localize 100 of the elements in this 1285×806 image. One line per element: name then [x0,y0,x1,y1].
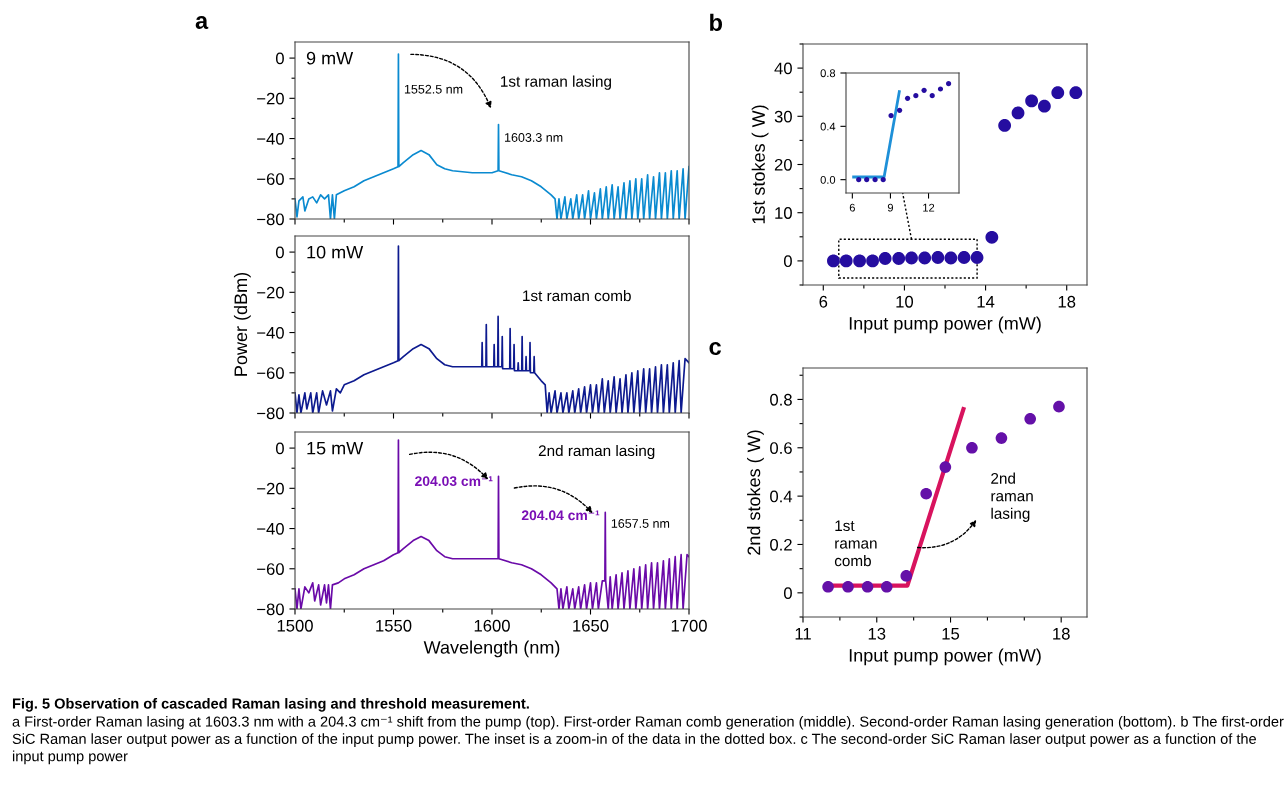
point [905,251,918,265]
y-tick-label: −20 [257,92,284,105]
annotation: 1552.5 nm [404,84,463,94]
annotation: 2nd raman lasing [538,444,655,460]
point [1025,94,1039,108]
x-axis-title: Input pump power (mW) [849,648,1041,666]
point [931,251,945,264]
x-tick-label: 10 [896,295,914,308]
point [1053,400,1065,413]
point [945,81,952,87]
point [921,87,927,93]
point [896,107,903,113]
y-tick-label: −80 [257,407,284,420]
annotation: 204.04 cm⁻¹ [521,510,600,521]
chart-title: a [195,16,209,29]
y-tick-label: 30 [774,110,792,123]
x-tick-label: 18 [1053,627,1070,640]
chart-title: b [710,13,723,31]
y-tick-label: 0.2 [770,538,792,551]
x-tick-label: 1550 [376,619,412,632]
x-tick-label: 18 [1058,295,1076,308]
point [856,177,862,183]
point [1011,106,1025,120]
y-tick-label: 0.4 [820,122,836,131]
point [900,570,913,582]
point [866,254,879,268]
point [842,580,854,593]
y-tick-label: 0.6 [770,442,792,454]
y-tick-label: 0 [275,246,284,259]
point [880,177,886,183]
x-tick-label: 1650 [573,619,609,632]
x-tick-label: 15 [942,628,960,640]
y-tick-label: −80 [257,603,284,616]
annotation: 9 mW [306,51,354,65]
point [864,177,870,183]
point [913,93,919,99]
point [822,580,834,593]
x-tick-label: 13 [868,627,886,640]
y-tick-label: −60 [257,563,284,575]
y-tick-label: 0.8 [820,69,836,78]
annotation: 1st raman comb [834,520,877,567]
y-tick-label: 0 [783,587,792,600]
y-tick-label: 0.0 [820,175,836,184]
x-tick-label: 9 [887,203,893,212]
point [904,95,911,101]
y-tick-label: 0.4 [770,490,793,503]
x-tick-label: 1600 [474,619,510,632]
point [929,93,935,99]
x-tick-label: 6 [849,203,855,212]
annotation: 2nd raman lasing [991,472,1033,522]
chart-title: c [709,342,721,355]
x-tick-label: 6 [819,295,828,308]
annotation: 10 mW [307,245,364,259]
x-axis-title: Input pump power (mW) [849,316,1041,334]
x-tick-label: 11 [795,628,811,640]
point [827,254,840,268]
annotation: 1st raman comb [523,289,631,302]
x-tick-label: 1700 [671,619,707,632]
point [937,86,944,92]
point [939,461,952,473]
annotation: 204.03 cm⁻¹ [415,476,493,487]
y-tick-label: −60 [257,367,284,379]
point [1051,86,1065,100]
point [944,251,958,265]
point [839,254,853,268]
point [880,580,893,593]
annotation: 15 mW [307,441,364,455]
y-tick-label: −80 [257,213,284,226]
point [995,432,1008,444]
y-axis-title: 2nd stokes ( W) [747,430,764,555]
y-tick-label: −40 [257,522,284,535]
y-tick-label: −20 [257,482,284,495]
y-tick-label: 0 [783,255,792,268]
y-tick-label: 20 [774,158,792,171]
text: a First-order Raman lasing at 1603.3 nm with a 204.3 cm⁻¹ shift from the pump (top). First-order Raman comb generation (middle). Second-order Raman lasing generation (bottom). b The first-order SiC Raman laser output power as a function of the input pump power. The inset is a zoom-in of the data in the dotted box. c The second-order SiC Raman laser output power as a function of the input pump power [12,716,1284,765]
annotation: 1603.3 nm [505,133,563,142]
point [1024,412,1037,425]
annotation: 1st raman lasing [501,75,611,90]
y-tick-label: −40 [257,132,284,145]
caption: Fig. 5 Observation of cascaded Raman lasing and threshold measurement. [12,698,529,712]
y-tick-label: 0 [275,52,284,65]
y-tick-label: −40 [257,326,284,339]
point [998,119,1012,132]
x-tick-label: 14 [977,296,995,308]
point [1038,99,1051,113]
y-axis-title: Power (dBm) [233,272,251,376]
y-tick-label: 0.8 [770,393,792,406]
point [920,487,932,500]
point [918,251,932,265]
annotation: 1657.5 nm [611,519,670,528]
point [861,580,874,593]
point [892,252,906,265]
point [957,251,971,264]
y-tick-label: 40 [774,62,792,75]
point [970,251,984,264]
y-tick-label: −20 [257,286,284,299]
y-axis-title: 1st stokes ( W) [751,105,769,224]
point [966,441,978,454]
point [878,252,892,265]
x-axis-title: Wavelength (nm) [423,640,560,658]
